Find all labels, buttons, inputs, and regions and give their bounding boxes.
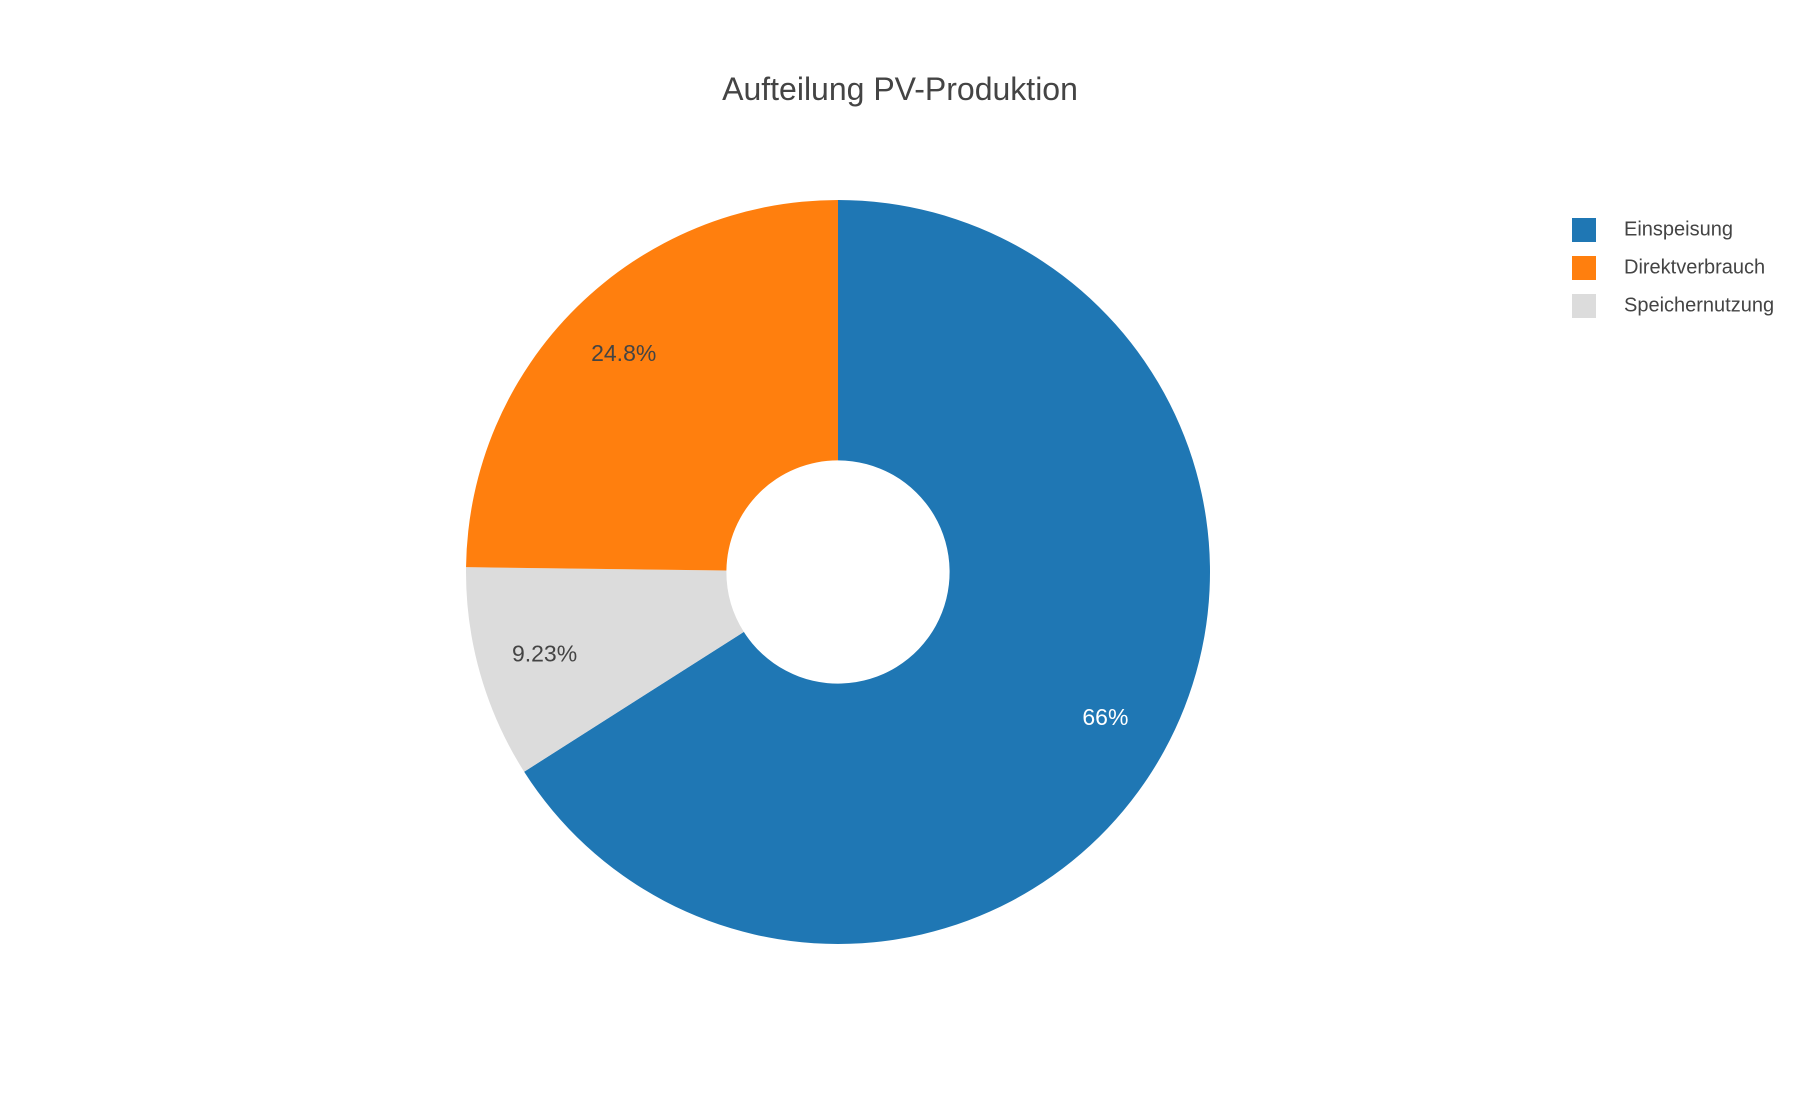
slice-label-speichernutzung: 9.23% xyxy=(512,640,577,666)
legend-swatch-speichernutzung[interactable] xyxy=(1572,294,1596,318)
legend-label-speichernutzung[interactable]: Speichernutzung xyxy=(1624,294,1774,316)
slice-label-direktverbrauch: 24.8% xyxy=(591,340,656,366)
pie-slice-speichernutzung[interactable] xyxy=(465,567,744,772)
legend: Einspeisung Direktverbrauch Speichernutzun… xyxy=(1572,218,1774,318)
pie-slice-einspeisung[interactable] xyxy=(524,200,1210,944)
chart-title: Aufteilung PV-Produktion xyxy=(722,71,1078,107)
pie-slice-direktverbrauch[interactable] xyxy=(466,200,838,571)
legend-swatch-einspeisung[interactable] xyxy=(1572,218,1596,242)
legend-swatch-direktverbrauch[interactable] xyxy=(1572,256,1596,280)
pie-slices xyxy=(465,200,1210,944)
legend-label-einspeisung[interactable]: Einspeisung xyxy=(1624,218,1733,240)
legend-label-direktverbrauch[interactable]: Direktverbrauch xyxy=(1624,256,1765,278)
slice-label-einspeisung: 66% xyxy=(1082,704,1128,730)
slice-labels: 66% 9.23% 24.8% xyxy=(512,340,1128,730)
